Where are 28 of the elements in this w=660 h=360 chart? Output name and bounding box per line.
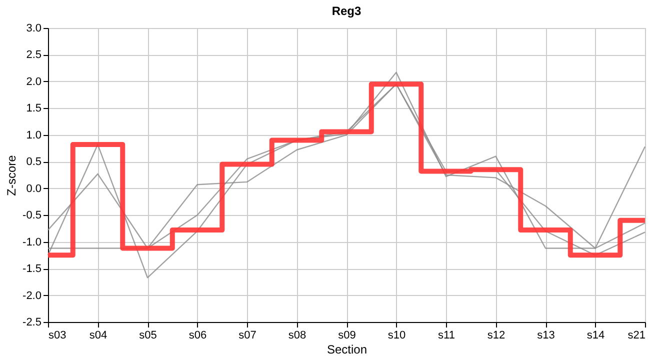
x-tick-label: s09 [338,330,356,342]
x-tick-label: s03 [48,330,66,342]
x-tick-label: s06 [188,330,207,342]
x-tick-label: s13 [537,330,555,342]
y-tick-label: 2.0 [26,76,42,88]
y-tick-label: -2.0 [22,290,42,302]
x-tick-label: s11 [438,330,455,342]
y-tick-label: -2.5 [22,316,42,328]
x-tick-label: s07 [238,330,256,342]
x-tick-label: s04 [89,330,108,342]
y-tick-label: 0.0 [26,182,42,195]
x-tick-label: s21 [628,330,646,342]
y-tick-label: 1.5 [26,102,42,115]
x-tick-label: s05 [139,330,157,342]
x-tick-label: s14 [586,330,605,342]
y-tick-label: 1.0 [26,129,42,142]
y-tick-label: -1.0 [22,236,42,248]
y-tick-label: 2.5 [26,49,42,62]
y-tick-label: -0.5 [22,210,42,222]
y-tick-label: 3.0 [26,22,42,34]
x-tick-label: s12 [487,330,506,342]
x-axis-title: Section [326,342,368,356]
x-tick-label: s08 [288,330,306,342]
x-tick-label: s10 [388,330,406,342]
y-tick-label: -1.5 [22,263,42,276]
y-tick-label: 0.5 [26,156,42,168]
y-axis-title: Z-score [4,154,19,196]
chart-title: Reg3 [332,4,362,18]
